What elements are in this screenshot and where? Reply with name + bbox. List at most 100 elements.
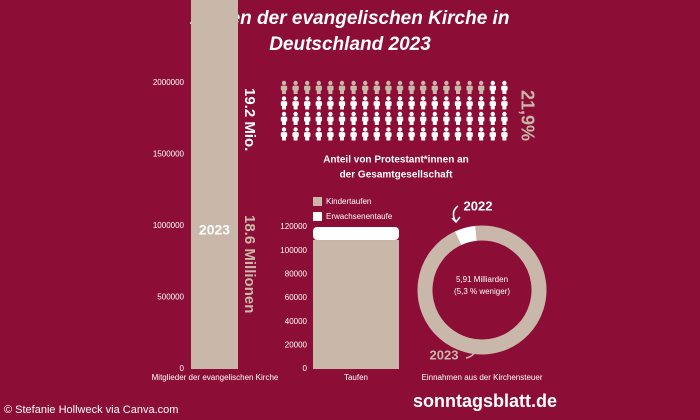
- icon-body: [315, 132, 322, 138]
- icon-body: [280, 85, 288, 91]
- person-icon: [396, 96, 404, 110]
- icon-legs: [467, 105, 472, 110]
- icon-body: [315, 85, 322, 91]
- legend-swatch: [313, 212, 322, 221]
- y-tick-label: 20000: [285, 340, 308, 349]
- donut-label: 2022: [464, 198, 493, 213]
- donut-segment: [417, 225, 547, 355]
- person-icon: [489, 127, 496, 141]
- person-icon: [443, 80, 450, 94]
- y-tick-label: 1500000: [153, 150, 185, 159]
- icon-head: [363, 127, 368, 132]
- icon-head: [490, 96, 495, 101]
- person-icon: [338, 96, 346, 110]
- y-tick-label: 80000: [285, 269, 308, 278]
- icon-head: [455, 111, 461, 117]
- icon-head: [316, 96, 321, 101]
- icon-head: [374, 80, 379, 86]
- icon-body: [350, 85, 357, 91]
- icon-head: [444, 111, 449, 117]
- icon-body: [292, 116, 299, 122]
- person-icon: [396, 80, 404, 94]
- person-icon: [431, 111, 438, 125]
- person-icon: [443, 127, 450, 141]
- person-icon: [292, 96, 299, 110]
- icon-legs: [456, 121, 460, 125]
- person-icon: [466, 127, 473, 141]
- icon-body: [420, 116, 427, 122]
- person-icon: [408, 127, 415, 141]
- icon-body: [327, 116, 334, 122]
- icon-head: [363, 96, 368, 101]
- y-tick-label: 0: [303, 364, 308, 373]
- person-icon: [327, 96, 334, 110]
- icon-legs: [490, 105, 495, 110]
- icon-head: [432, 80, 437, 86]
- icon-legs: [363, 90, 368, 94]
- icon-head: [455, 96, 461, 101]
- icon-legs: [374, 121, 379, 125]
- icon-body: [443, 132, 450, 138]
- pictogram: [280, 80, 508, 141]
- icon-body: [454, 132, 462, 138]
- legend-label: Erwachsenentaufe: [326, 212, 393, 221]
- icon-head: [467, 96, 472, 101]
- person-icon: [420, 80, 427, 94]
- icon-legs: [305, 136, 310, 141]
- icon-body: [338, 85, 346, 91]
- icon-body: [478, 116, 485, 122]
- icon-head: [339, 111, 345, 117]
- icon-legs: [479, 121, 484, 125]
- icon-head: [444, 96, 449, 101]
- icon-body: [315, 116, 322, 122]
- icon-body: [350, 116, 357, 122]
- icon-body: [478, 85, 485, 91]
- icon-head: [479, 80, 484, 86]
- icon-head: [351, 96, 356, 101]
- person-icon: [478, 127, 485, 141]
- icon-legs: [444, 105, 449, 110]
- person-icon: [350, 96, 357, 110]
- center-text: 5,91 Milliarden: [456, 275, 508, 284]
- value-label: 19.2 Mio.: [241, 88, 258, 151]
- site: sonntagsblatt.de: [413, 391, 557, 411]
- icon-legs: [490, 136, 495, 141]
- icon-body: [443, 85, 450, 91]
- icon-legs: [502, 136, 507, 141]
- icon-head: [455, 80, 461, 86]
- icon-legs: [305, 105, 310, 110]
- icon-legs: [351, 105, 356, 110]
- icon-body: [385, 85, 392, 91]
- icon-head: [421, 80, 426, 86]
- caption: der Gesamtgesellschaft: [340, 170, 453, 181]
- icon-body: [431, 132, 438, 138]
- icon-legs: [351, 121, 356, 125]
- icon-head: [374, 111, 379, 117]
- person-icon: [280, 111, 288, 125]
- person-icon: [385, 80, 392, 94]
- person-icon: [338, 127, 346, 141]
- caption: Anteil von Protestant*innen an: [323, 155, 469, 166]
- icon-legs: [432, 136, 437, 141]
- value-label: 18.6 Millionen: [241, 215, 258, 313]
- icon-head: [316, 80, 321, 86]
- icon-legs: [351, 136, 356, 141]
- person-icon: [280, 127, 288, 141]
- icon-body: [373, 116, 380, 122]
- icon-head: [386, 111, 391, 117]
- icon-body: [396, 101, 404, 107]
- icon-legs: [316, 105, 321, 110]
- icon-legs: [386, 136, 391, 141]
- icon-head: [409, 80, 414, 86]
- icon-body: [315, 101, 322, 107]
- person-icon: [315, 96, 322, 110]
- icon-legs: [340, 90, 344, 94]
- icon-body: [327, 101, 334, 107]
- icon-head: [467, 127, 472, 132]
- person-icon: [327, 111, 334, 125]
- icon-body: [396, 132, 404, 138]
- icon-body: [292, 101, 299, 107]
- person-icon: [350, 111, 357, 125]
- icon-legs: [305, 90, 310, 94]
- icon-body: [280, 101, 288, 107]
